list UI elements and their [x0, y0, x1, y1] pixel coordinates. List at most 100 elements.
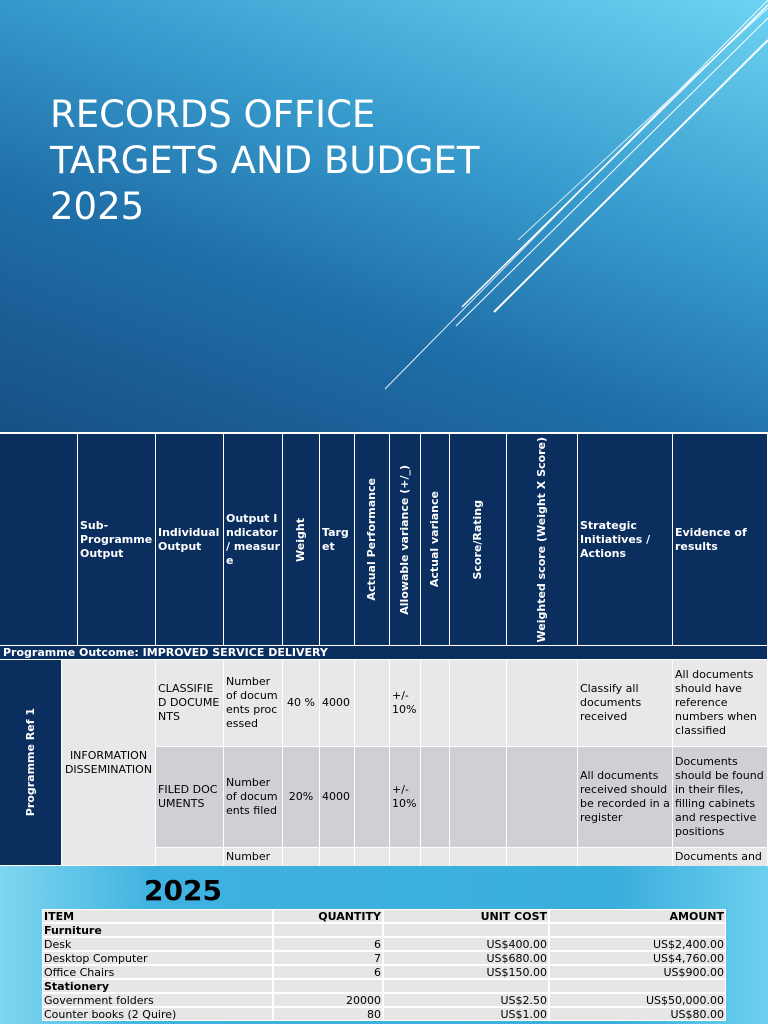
- table-cell: [283, 848, 320, 866]
- budget-cell: Desk: [42, 937, 273, 951]
- table-cell: All documents received should be recorde…: [578, 747, 673, 848]
- header-cell: Output Indicator / measure: [224, 434, 283, 646]
- budget-cell: Counter books (2 Quire): [42, 1007, 273, 1021]
- table-cell: +/- 10%: [390, 747, 421, 848]
- title-line: TARGETS AND BUDGET: [50, 138, 480, 184]
- budget-cell: Furniture: [42, 923, 273, 937]
- cell-text: US$680.00: [486, 952, 547, 965]
- cell-text: All documents should have reference numb…: [675, 668, 757, 737]
- table-cell: [450, 747, 507, 848]
- header-cell: Weight: [283, 434, 320, 646]
- cell-text: US$50,000.00: [645, 994, 724, 1007]
- cell-text: 4000: [322, 790, 350, 803]
- budget-header: ITEM: [42, 909, 273, 923]
- header-cell: Allowable variance (+/_): [390, 434, 421, 646]
- cell-text: Stationery: [44, 980, 110, 993]
- cell-text: UNIT COST: [480, 910, 547, 923]
- cell-text: Weighted score (Weight X Score): [535, 436, 548, 643]
- targets-slide: Sub-Programme Output Individual Output Out…: [0, 432, 768, 866]
- budget-cell: [273, 923, 383, 937]
- cell-text: Counter books (2 Quire): [44, 1008, 177, 1021]
- table-cell: Documents should be found in their files…: [673, 747, 768, 848]
- title-line: RECORDS OFFICE: [50, 92, 480, 138]
- cell-text: Programme Ref 1: [23, 708, 37, 817]
- table-cell: [450, 660, 507, 747]
- budget-cell: [549, 979, 726, 993]
- cell-text: RECORDS OFFICE: [50, 93, 376, 136]
- cell-text: Documents should be found in their files…: [675, 755, 764, 838]
- table-cell: [578, 848, 673, 866]
- budget-cell: US$80.00: [549, 1007, 726, 1021]
- table-cell: Classify all documents received: [578, 660, 673, 747]
- table-cell: [421, 660, 450, 747]
- cell-text: 2025: [50, 185, 145, 228]
- cell-text: Evidence of results: [675, 525, 747, 553]
- table-cell: [421, 747, 450, 848]
- budget-cell: US$50,000.00: [549, 993, 726, 1007]
- cell-text: QUANTITY: [318, 910, 381, 923]
- cell-text: Weight: [294, 517, 307, 562]
- budget-cell: US$2.50: [383, 993, 549, 1007]
- budget-header: UNIT COST: [383, 909, 549, 923]
- table-cell: [421, 848, 450, 866]
- table-cell: 4000: [320, 660, 355, 747]
- sub-programme-cell: INFORMATION DISSEMINATION: [62, 660, 156, 866]
- cell-text: Office Chairs: [44, 966, 115, 979]
- cell-text: US$2.50: [500, 994, 547, 1007]
- cell-text: 6: [374, 938, 381, 951]
- budget-header: AMOUNT: [549, 909, 726, 923]
- header-cell: Actual variance: [421, 434, 450, 646]
- title-slide: RECORDS OFFICE TARGETS AND BUDGET 2025: [0, 0, 768, 432]
- cell-text: Actual Performance: [365, 478, 378, 601]
- cell-text: Sub-Programme Output: [80, 518, 153, 560]
- header-cell: [0, 434, 78, 646]
- table-cell: [507, 660, 578, 747]
- cell-text: Individual Output: [158, 525, 220, 553]
- cell-text: US$900.00: [663, 966, 724, 979]
- cell-text: TARGETS AND BUDGET: [50, 139, 480, 182]
- budget-cell: US$400.00: [383, 937, 549, 951]
- table-cell: [355, 660, 390, 747]
- table-cell: FILED DOCUMENTS: [156, 747, 224, 848]
- budget-cell: US$680.00: [383, 951, 549, 965]
- cell-text: 20000: [346, 994, 381, 1007]
- cell-text: Number of documents processed: [226, 675, 278, 730]
- cell-text: All documents received should be recorde…: [580, 769, 670, 824]
- cell-text: AMOUNT: [669, 910, 724, 923]
- table-cell: [450, 848, 507, 866]
- cell-text: US$1.00: [500, 1008, 547, 1021]
- budget-slide: 2025 ITEM QUANTITY UNIT COST AMOUNT Furnitur…: [0, 866, 768, 1024]
- cell-text: 40 %: [287, 696, 315, 709]
- cell-text: 80: [367, 1008, 381, 1021]
- cell-text: FILED DOCUMENTS: [158, 783, 218, 810]
- cell-text: Number: [226, 850, 271, 863]
- cell-text: Allowable variance (+/_): [398, 464, 411, 615]
- budget-cell: US$4,760.00: [549, 951, 726, 965]
- programme-cell: Programme Ref 1: [0, 660, 62, 866]
- cell-text: Score/Rating: [471, 499, 484, 580]
- cell-text: Government folders: [44, 994, 154, 1007]
- budget-cell: [273, 979, 383, 993]
- cell-text: Documents and: [675, 850, 762, 863]
- table-cell: Number of documents processed: [224, 660, 283, 747]
- cell-text: Number of documents filed: [226, 776, 278, 817]
- decor-lines: [384, 0, 768, 390]
- cell-text: Target: [322, 525, 349, 553]
- cell-text: CLASSIFIED DOCUMENTS: [158, 682, 220, 723]
- table-cell: [355, 747, 390, 848]
- budget-title: 2025: [144, 874, 222, 907]
- table-cell: All documents should have reference numb…: [673, 660, 768, 747]
- header-cell: Weighted score (Weight X Score): [507, 434, 578, 646]
- cell-text: Actual variance: [428, 491, 441, 588]
- table-cell: 4000: [320, 747, 355, 848]
- header-cell: Score/Rating: [450, 434, 507, 646]
- budget-cell: Stationery: [42, 979, 273, 993]
- slide-title: RECORDS OFFICE TARGETS AND BUDGET 2025: [50, 92, 480, 230]
- table-cell: Number: [224, 848, 283, 866]
- cell-text: US$150.00: [486, 966, 547, 979]
- budget-cell: US$900.00: [549, 965, 726, 979]
- table-cell: Documents and: [673, 848, 768, 866]
- table-cell: [320, 848, 355, 866]
- budget-cell: Government folders: [42, 993, 273, 1007]
- budget-cell: 7: [273, 951, 383, 965]
